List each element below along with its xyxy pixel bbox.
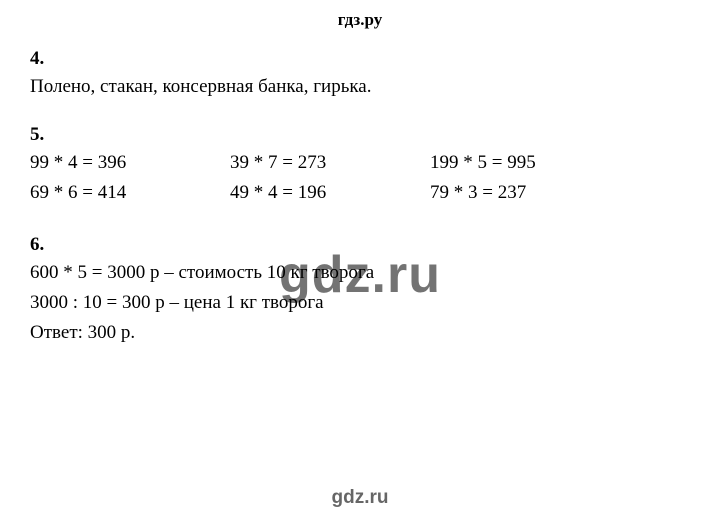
- section-4-number: 4.: [30, 48, 690, 70]
- section-4-text: Полено, стакан, консервная банка, гирька…: [30, 76, 690, 98]
- equation-cell: 69 * 6 = 414: [30, 182, 230, 204]
- equation-cell: 199 * 5 = 995: [430, 152, 630, 174]
- section-6-answer: Ответ: 300 р.: [30, 322, 690, 344]
- section-5-number: 5.: [30, 124, 690, 146]
- page-content: 4. Полено, стакан, консервная банка, гир…: [0, 30, 720, 344]
- section-4: 4. Полено, стакан, консервная банка, гир…: [30, 48, 690, 98]
- equation-cell: 39 * 7 = 273: [230, 152, 430, 174]
- section-6-line-1: 600 * 5 = 3000 р – стоимость 10 кг творо…: [30, 262, 690, 284]
- section-5: 5. 99 * 4 = 396 39 * 7 = 273 199 * 5 = 9…: [30, 124, 690, 204]
- section-6-line-2: 3000 : 10 = 300 р – цена 1 кг творога: [30, 292, 690, 314]
- section-6-number: 6.: [30, 234, 690, 256]
- equations-grid: 99 * 4 = 396 39 * 7 = 273 199 * 5 = 995 …: [30, 152, 690, 204]
- watermark-small: gdz.ru: [332, 487, 389, 509]
- section-6: 6. 600 * 5 = 3000 р – стоимость 10 кг тв…: [30, 234, 690, 344]
- equation-cell: 79 * 3 = 237: [430, 182, 630, 204]
- site-header: гдз.ру: [0, 0, 720, 30]
- equation-cell: 49 * 4 = 196: [230, 182, 430, 204]
- equation-cell: 99 * 4 = 396: [30, 152, 230, 174]
